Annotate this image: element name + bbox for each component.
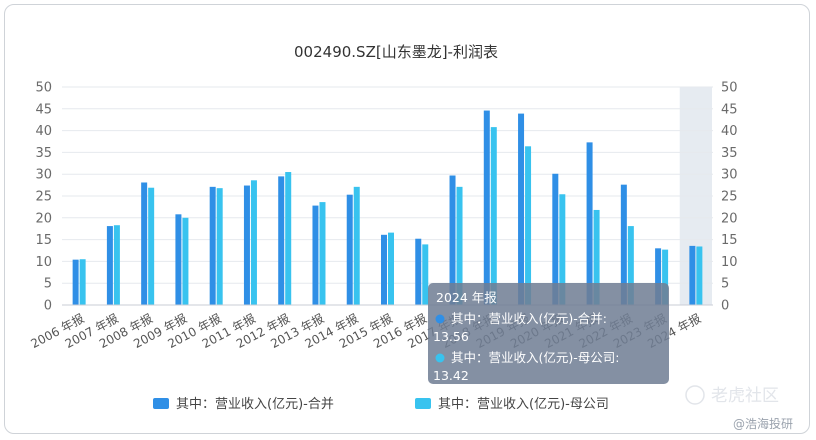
bar-parent-company — [525, 146, 532, 305]
bar-parent-company — [319, 202, 326, 305]
y-right-tick-label: 15 — [721, 233, 738, 248]
tooltip-box — [428, 283, 669, 384]
tooltip-row-value: 13.56 — [433, 329, 469, 344]
y-right-tick-label: 40 — [721, 124, 738, 139]
bar-parent-company — [353, 186, 360, 305]
bar-consolidated — [483, 110, 490, 305]
chart-frame: 002490.SZ[山东墨龙]-利润表 0 5 10 15 20 25 30 35 40 45 50… — [4, 4, 810, 434]
y-left-tick-label: 45 — [35, 102, 52, 117]
legend-swatch — [415, 398, 431, 409]
y-left-tick-label: 20 — [35, 211, 52, 226]
bar-consolidated — [278, 176, 285, 305]
y-right-tick-label: 5 — [721, 277, 729, 292]
y-left-tick-label: 40 — [35, 124, 52, 139]
bar-consolidated — [106, 226, 113, 305]
y-right-tick-label: 30 — [721, 168, 738, 183]
tooltip-row-label: 其中：营业收入(亿元)-母公司: — [451, 350, 619, 365]
tooltip-dot — [435, 353, 445, 363]
bar-parent-company — [148, 187, 155, 305]
y-left-tick-label: 25 — [35, 190, 52, 205]
y-right-tick-label: 10 — [721, 255, 738, 270]
bar-parent-company — [113, 225, 120, 305]
bar-consolidated — [552, 173, 559, 305]
bar-parent-company — [593, 209, 600, 305]
legend-label: 其中：营业收入(亿元)-母公司 — [438, 397, 609, 412]
bar-consolidated — [243, 185, 250, 305]
bar-consolidated — [449, 175, 456, 305]
bar-parent-company — [250, 180, 257, 305]
bar-parent-company — [490, 127, 497, 305]
legend-label: 其中：营业收入(亿元)-合并 — [176, 397, 334, 412]
y-right-tick-label: 0 — [721, 299, 729, 314]
tooltip-row-label: 其中：营业收入(亿元)-合并: — [451, 311, 607, 326]
bar-consolidated — [312, 205, 319, 305]
y-left-tick-label: 5 — [44, 277, 52, 292]
y-left-tick-label: 0 — [44, 299, 52, 314]
revenue-chart: 002490.SZ[山东墨龙]-利润表 05101520253035404550… — [28, 43, 793, 431]
legend-swatch — [153, 398, 169, 409]
y-right-tick-label: 25 — [721, 190, 738, 205]
bar-parent-company — [182, 217, 189, 305]
chart-title: 002490.SZ[山东墨龙]-利润表 — [294, 43, 498, 61]
bar-parent-company — [285, 172, 292, 305]
y-left-tick-label: 10 — [35, 255, 52, 270]
y-right-tick-label: 20 — [721, 211, 738, 226]
bar-consolidated — [689, 245, 696, 305]
bar-consolidated — [141, 182, 148, 305]
bar-consolidated — [72, 259, 79, 305]
bar-parent-company — [388, 232, 394, 305]
bar-parent-company — [79, 259, 86, 305]
y-left-tick-label: 50 — [35, 81, 52, 96]
bar-parent-company — [696, 246, 703, 305]
bar-parent-company — [559, 194, 566, 305]
bar-parent-company — [216, 188, 223, 305]
bar-consolidated — [655, 248, 662, 305]
y-right-tick-label: 50 — [721, 81, 738, 96]
bar-consolidated — [415, 238, 422, 305]
watermark-brand: 老虎社区 — [711, 386, 779, 406]
bar-parent-company — [456, 186, 463, 305]
bar-consolidated — [346, 194, 353, 305]
watermark-author: @浩海投研 — [733, 416, 793, 431]
y-left-tick-label: 35 — [35, 146, 52, 161]
y-right-tick-label: 45 — [721, 102, 738, 117]
watermark: 老虎社区 @浩海投研 — [685, 385, 793, 431]
tooltip-dot — [435, 314, 445, 324]
bar-parent-company — [662, 249, 669, 305]
tooltip-row-value: 13.42 — [433, 368, 469, 383]
bar-consolidated — [518, 113, 525, 305]
bar-parent-company — [627, 226, 634, 305]
bar-consolidated — [175, 214, 182, 305]
tooltip-title: 2024 年报 — [436, 290, 497, 305]
bar-consolidated — [620, 184, 627, 305]
bar-consolidated — [209, 186, 216, 305]
bar-consolidated — [381, 234, 387, 305]
y-left-tick-label: 15 — [35, 233, 52, 248]
bar-parent-company — [422, 244, 429, 305]
bar-consolidated — [586, 142, 593, 305]
y-right-tick-label: 35 — [721, 146, 738, 161]
watermark-logo-icon — [685, 385, 705, 405]
y-left-tick-label: 30 — [35, 168, 52, 183]
